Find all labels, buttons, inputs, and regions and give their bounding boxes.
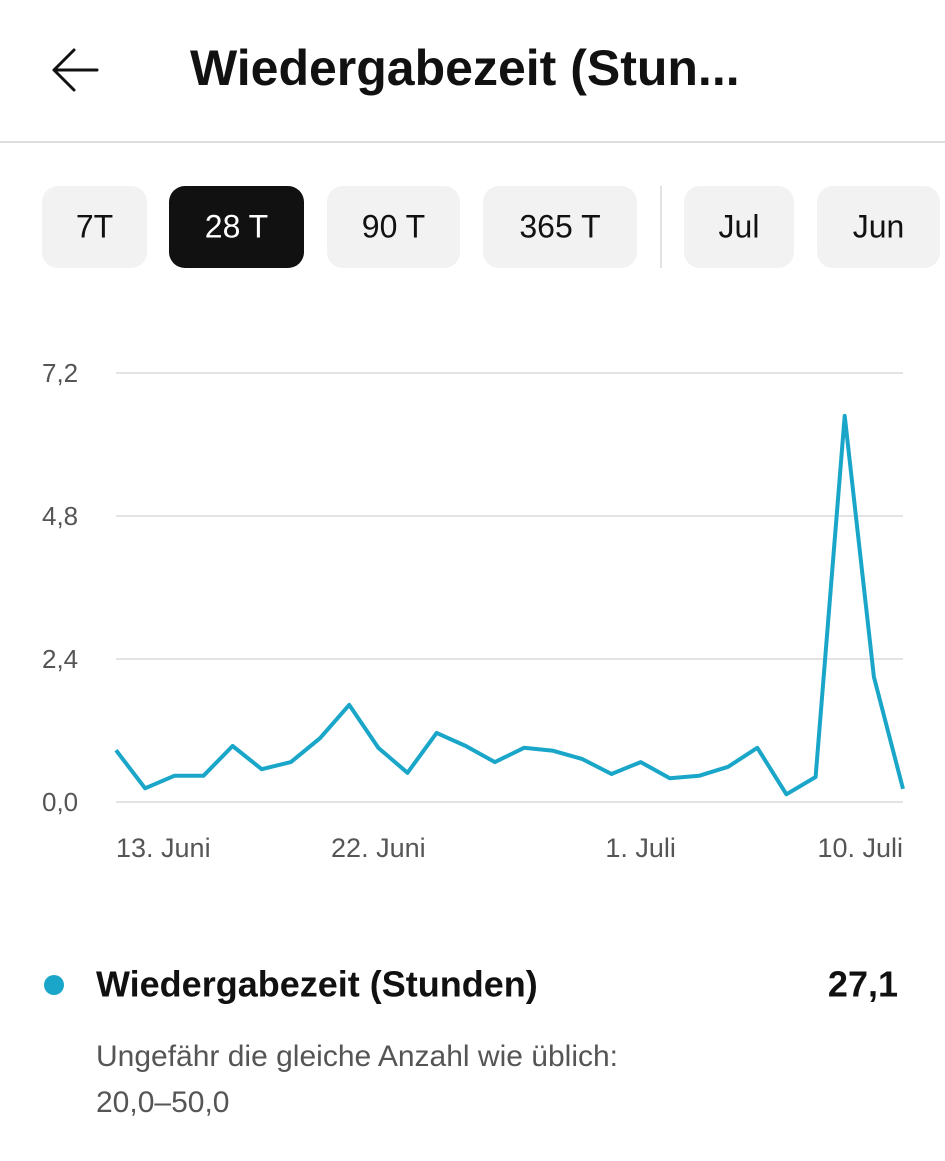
y-tick-label: 0,0: [42, 787, 78, 817]
tab[interactable]: Jul: [684, 186, 794, 268]
total-value: 27,1: [828, 964, 898, 1005]
tab[interactable]: 365 T: [483, 186, 637, 268]
tab-label: 28 T: [205, 208, 268, 244]
tab-background: [42, 186, 147, 268]
tab-bar: 7T 28 T 90 T 365 T Jul Jun: [42, 186, 940, 268]
tab-label: 7T: [76, 208, 113, 244]
x-tick-label: 22. Juni: [331, 833, 426, 863]
tab[interactable]: 28 T: [169, 186, 304, 268]
tab-background: [483, 186, 637, 268]
x-tick-label: 10. Juli: [817, 833, 903, 863]
back-button[interactable]: [52, 48, 99, 92]
tab-background: [169, 186, 304, 268]
tab[interactable]: 7T: [42, 186, 147, 268]
tab-label: 90 T: [362, 208, 425, 244]
page-title: Wiedergabezeit (Stun...: [190, 40, 740, 96]
y-tick-label: 2,4: [42, 644, 78, 674]
tab-label: 365 T: [519, 208, 600, 244]
tab[interactable]: 90 T: [327, 186, 460, 268]
y-tick-label: 4,8: [42, 501, 78, 531]
legend-label: Wiedergabezeit (Stunden): [96, 964, 538, 1005]
data-line: [114, 413, 905, 797]
x-tick-label: 1. Juli: [605, 833, 676, 863]
summary-note: 20,0–50,0: [96, 1086, 229, 1119]
back-arrow: [52, 48, 99, 92]
tab-label: Jul: [719, 208, 760, 244]
tab-background: [817, 186, 940, 268]
tab-background: [684, 186, 794, 268]
legend-dot: [44, 975, 64, 995]
tab-label: Jun: [853, 208, 905, 244]
chart: 0,0 2,4 4,8 7,2 13. Juni 22. Juni 1. Juli 10. J…: [42, 358, 905, 863]
legend: Wiedergabezeit (Stunden) 27,1 Ungefähr die…: [44, 964, 898, 1119]
y-tick-label: 7,2: [42, 358, 78, 388]
tab[interactable]: Jun: [817, 186, 940, 268]
x-tick-label: 13. Juni: [116, 833, 211, 863]
tab-background: [327, 186, 460, 268]
summary-note: Ungefähr die gleiche Anzahl wie üblich:: [96, 1040, 618, 1073]
